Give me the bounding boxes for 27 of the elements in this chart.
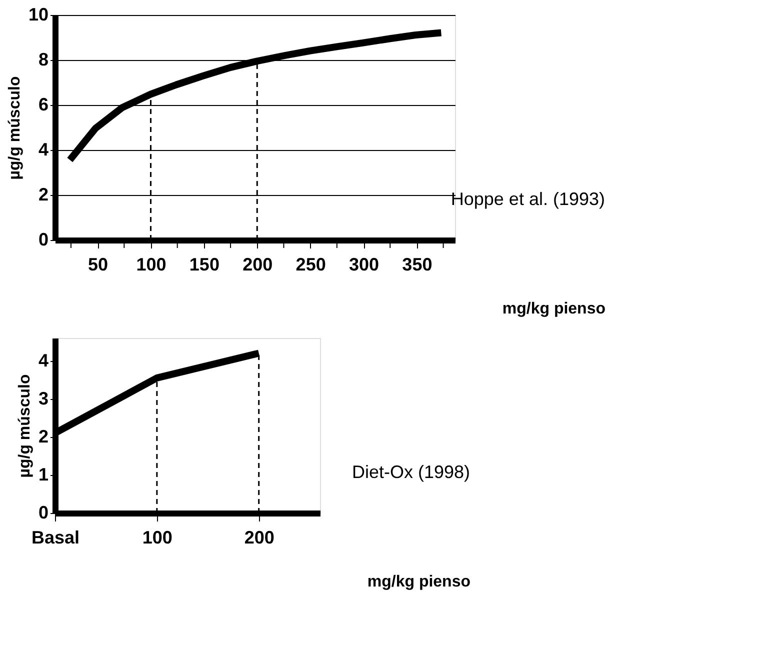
y-tick-label: 4	[38, 140, 48, 160]
y-tick-label: 6	[38, 94, 48, 114]
y-tick-label: 3	[38, 388, 48, 408]
x-tick-label: 200	[242, 254, 273, 274]
text: Diet-Ox (1998)	[352, 462, 470, 482]
y-tick-label: 1	[38, 464, 48, 484]
x-axis-title: mg/kg pienso	[367, 574, 471, 590]
x-tick-label: 150	[189, 254, 220, 274]
x-tick-label: Basal	[31, 528, 80, 548]
y-tick-label: 0	[38, 502, 48, 522]
x-tick-label: 100	[136, 254, 166, 274]
y-tick-label: 8	[38, 50, 48, 70]
x-tick-label: 100	[142, 528, 172, 548]
x-tick-label: 300	[348, 254, 380, 274]
y-axis-title: µg/g músculo	[6, 76, 24, 180]
y-tick-label: 4	[38, 350, 48, 370]
y-tick-label: 0	[38, 230, 48, 250]
y-tick-label: 10	[28, 4, 48, 24]
x-tick-label: 250	[296, 254, 326, 274]
x-tick-label: 350	[402, 254, 432, 274]
y-tick-label: 2	[38, 184, 48, 204]
x-tick-label: 200	[244, 528, 274, 548]
y-tick-label: 2	[38, 426, 48, 446]
annotation: Hoppe et al. (1993)	[450, 189, 605, 209]
x-axis-title: mg/kg pienso	[502, 300, 606, 318]
x-tick-label: 50	[88, 254, 108, 274]
y-axis-title: µg/g músculo	[16, 374, 34, 478]
